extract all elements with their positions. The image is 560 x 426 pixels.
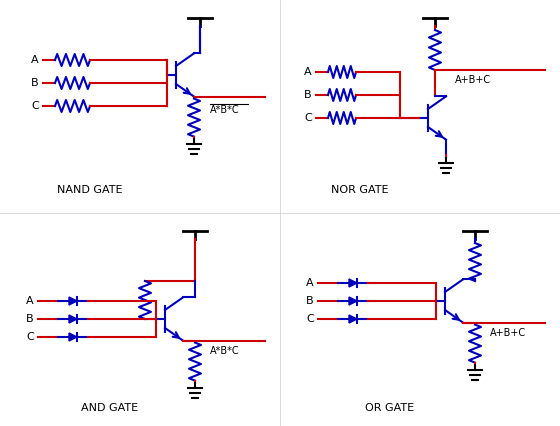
Text: C: C	[304, 113, 312, 123]
Text: NOR GATE: NOR GATE	[332, 185, 389, 195]
Text: NAND GATE: NAND GATE	[57, 185, 123, 195]
Text: C: C	[26, 332, 34, 342]
Text: A: A	[26, 296, 34, 306]
Text: C: C	[31, 101, 39, 111]
Text: B: B	[306, 296, 314, 306]
Text: A: A	[306, 278, 314, 288]
Text: A*B*C: A*B*C	[210, 345, 240, 356]
Text: B: B	[31, 78, 39, 88]
Text: B: B	[304, 90, 312, 100]
Text: A: A	[304, 67, 312, 77]
Polygon shape	[349, 279, 357, 287]
Polygon shape	[69, 297, 77, 305]
Text: B: B	[26, 314, 34, 324]
Text: A+B+C: A+B+C	[455, 75, 491, 85]
Text: C: C	[306, 314, 314, 324]
Text: AND GATE: AND GATE	[81, 403, 138, 413]
Polygon shape	[69, 315, 77, 323]
Polygon shape	[349, 315, 357, 323]
Text: OR GATE: OR GATE	[366, 403, 414, 413]
Text: A+B+C: A+B+C	[490, 328, 526, 337]
Polygon shape	[349, 297, 357, 305]
Text: A*B*C: A*B*C	[210, 105, 240, 115]
Text: A: A	[31, 55, 39, 65]
Polygon shape	[69, 333, 77, 341]
